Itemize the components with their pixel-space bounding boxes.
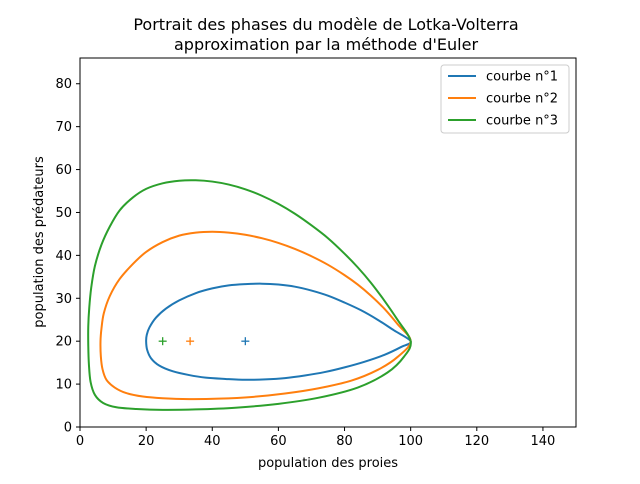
- y-tick-label: 70: [55, 120, 72, 135]
- x-tick-label: 40: [204, 434, 221, 449]
- axis-ticks: 0 20 40 60 80 100 120 140 0 10 20 30 40 50 60 70 80: [55, 77, 555, 449]
- x-tick-label: 140: [531, 434, 556, 449]
- y-tick-label: 80: [55, 77, 72, 92]
- y-tick-label: 10: [55, 378, 72, 393]
- plot-frame: [79, 57, 577, 428]
- y-axis-label: population des prédateurs: [32, 156, 47, 328]
- y-tick-label: 30: [55, 292, 72, 307]
- x-tick-label: 20: [138, 434, 155, 449]
- y-tick-label: 50: [55, 206, 72, 221]
- x-tick-label: 0: [76, 434, 84, 449]
- equilibrium-marker-2: [186, 337, 195, 346]
- x-tick-label: 60: [270, 434, 287, 449]
- legend-label-2: courbe n°2: [486, 92, 558, 107]
- x-tick-label: 80: [336, 434, 353, 449]
- x-tick-label: 100: [398, 434, 423, 449]
- legend-label-1: courbe n°1: [486, 70, 558, 85]
- legend-label-3: courbe n°3: [486, 114, 558, 129]
- y-tick-label: 20: [55, 335, 72, 350]
- y-tick-label: 40: [55, 249, 72, 264]
- chart-subtitle: approximation par la méthode d'Euler: [174, 35, 478, 54]
- chart-title: Portrait des phases du modèle de Lotka-V…: [133, 15, 518, 34]
- legend: courbe n°1 courbe n°2 courbe n°3: [440, 64, 570, 134]
- x-tick-label: 120: [464, 434, 489, 449]
- legend-box: [440, 64, 570, 134]
- series-line-3: [87, 179, 412, 411]
- series-line-1: [145, 282, 412, 381]
- plot-area: [87, 179, 412, 411]
- equilibrium-marker-1: [241, 337, 250, 346]
- y-tick-label: 0: [64, 421, 72, 436]
- y-tick-label: 60: [55, 163, 72, 178]
- x-axis-label: population des proies: [258, 456, 398, 471]
- equilibrium-marker-3: [158, 337, 167, 346]
- series-line-2: [99, 230, 412, 401]
